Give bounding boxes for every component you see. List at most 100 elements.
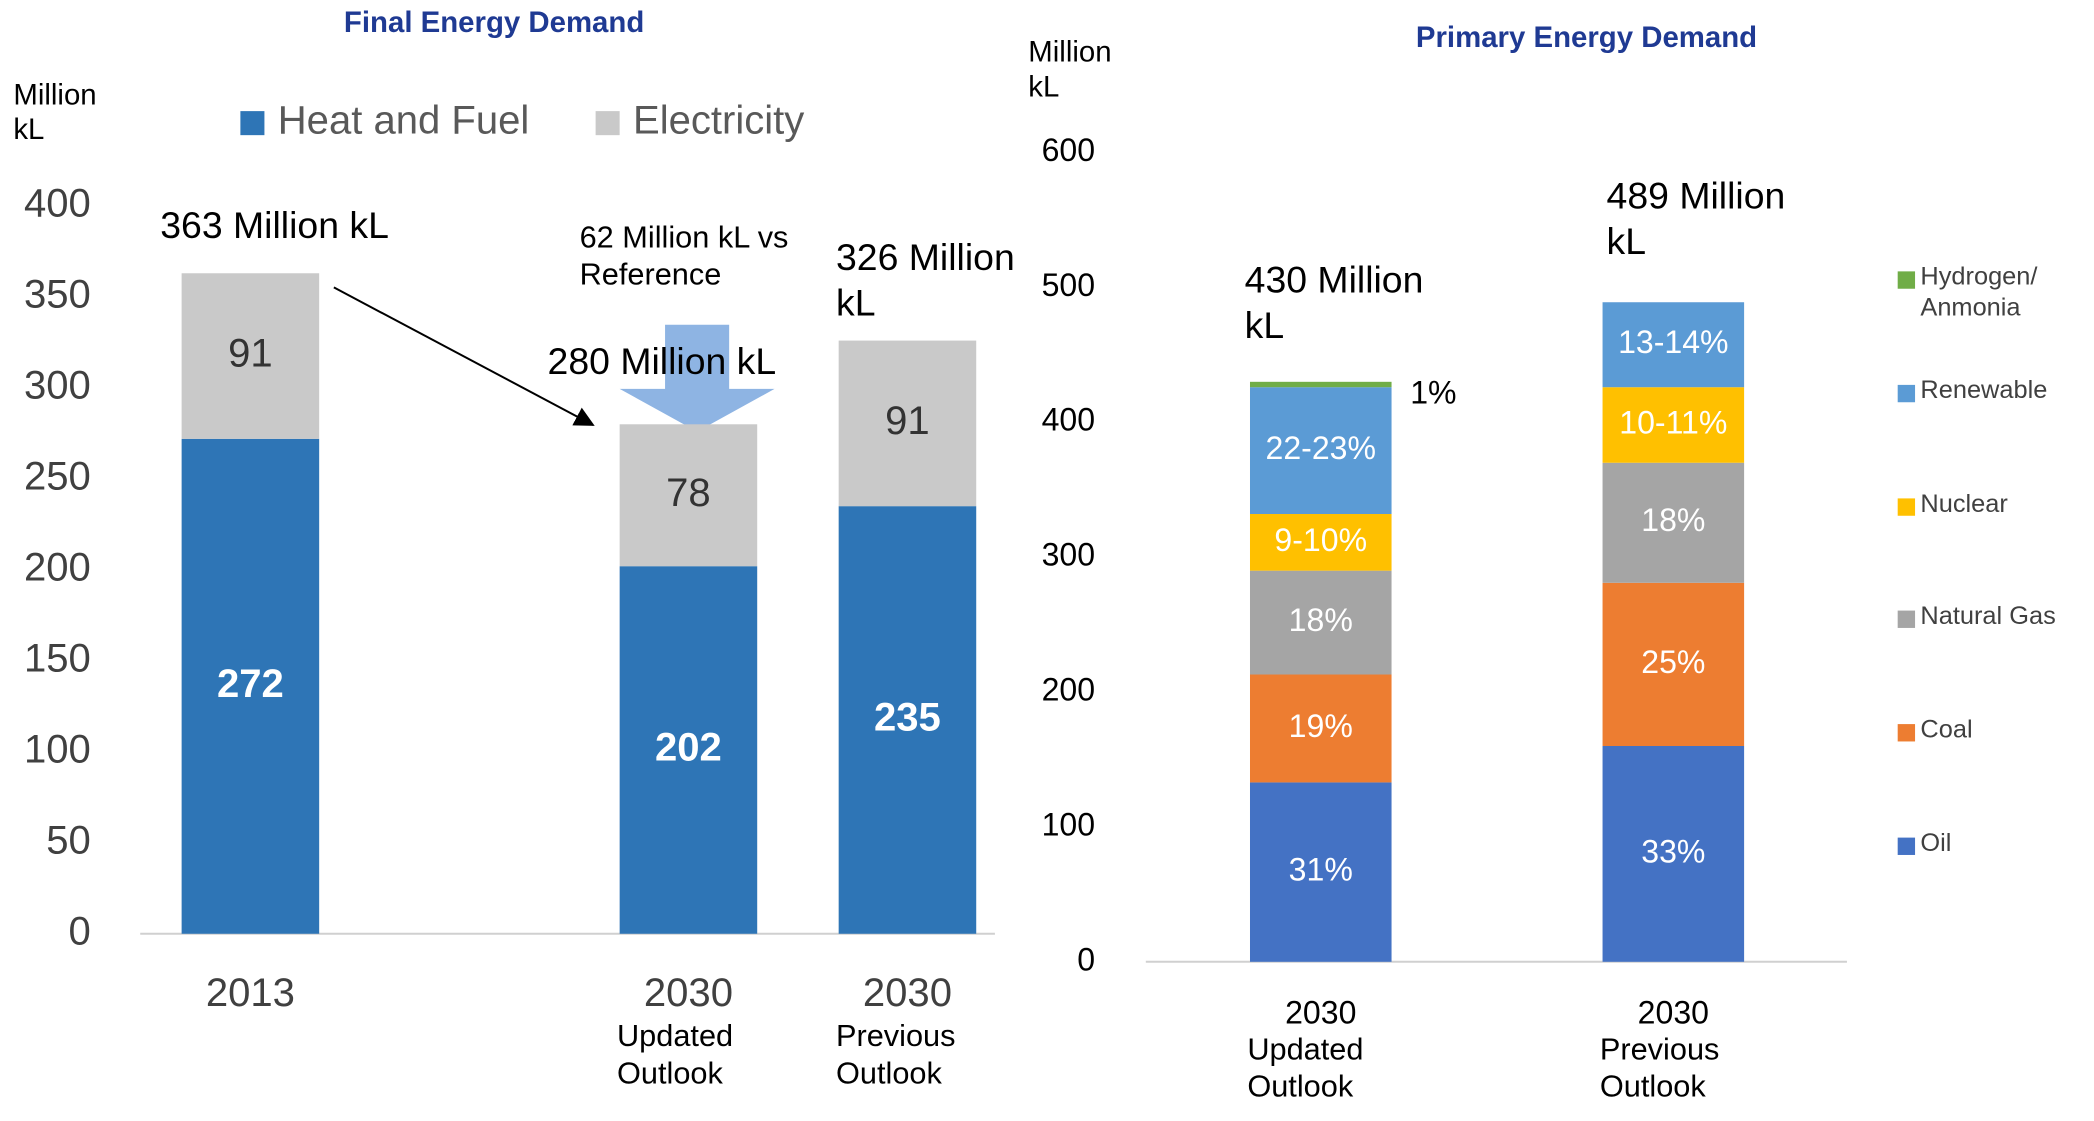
y-tick-label: 200 [24,545,91,589]
y-tick-label: 400 [1042,402,1095,438]
y-tick-label: 400 [24,182,91,226]
y-tick-label: 250 [24,454,91,498]
segment-label: 13-14% [1618,324,1728,360]
total-label-box: 326 Million kL [835,236,1015,323]
category-note: Previous Outlook [835,1017,956,1090]
legend-label: Renewable [1920,376,2048,405]
y-axis-label: Million kL [1028,34,1112,104]
segment-label: 25% [1641,644,1705,680]
x-tick-label: 2030 [863,971,952,1015]
y-tick-label: 100 [1042,806,1095,842]
bar-segment [181,438,320,934]
category-note: Updated Outlook [1247,1031,1364,1103]
legend-label-box: Hydrogen/ Anmonia [1920,263,2038,322]
legend-swatch [1897,610,1916,628]
y-axis-label-box: Million kL [13,77,97,147]
data-label: 235 [874,696,941,740]
segment-label: 18% [1641,502,1705,538]
legend-swatch [1897,271,1916,289]
legend-label-box: Coal [1920,716,1973,745]
legend-label-box: Renewable [1920,376,2048,405]
x-tick-label: 2013 [206,971,295,1015]
x-tick-label: 2030 [644,971,733,1015]
bar-segment [1602,387,1745,463]
legend-label: Natural Gas [1920,602,2056,631]
y-axis-label-box: Million kL [1028,34,1112,104]
total-label: 489 Million kL [1606,175,1786,262]
category-note-box: Updated Outlook [616,1017,734,1090]
bar-segment [619,566,758,934]
legend-swatch [1897,837,1916,855]
category-note-box: Updated Outlook [1247,1031,1364,1103]
x-tick-label: 2030 [1638,995,1709,1031]
legend-swatch [1897,724,1916,742]
total-label-box: 363 Million kL [160,204,389,246]
bar-segment [619,424,758,567]
bar-segment [181,273,320,439]
bar-segment [1249,387,1392,514]
segment-label: 33% [1641,833,1705,869]
legend-label: Heat and Fuel [278,99,530,143]
bar-segment [1249,782,1392,962]
data-label: 202 [655,726,722,770]
segment-label: 1% [1410,375,1456,411]
y-tick-label: 300 [1042,537,1095,573]
legend-label: Oil [1920,829,1952,858]
data-label: 91 [228,332,273,376]
chart-title: Final Energy Demand [344,6,644,39]
y-tick-label: 300 [24,363,91,407]
category-note-box: Previous Outlook [835,1017,956,1090]
total-label: 430 Million kL [1244,259,1424,346]
y-tick-label: 500 [1042,267,1095,303]
legend-label-box: Oil [1920,829,1952,858]
y-tick-label: 0 [69,909,91,953]
legend-label: Coal [1920,716,1973,745]
total-label: 280 Million kL [547,340,777,383]
total-label-box: 430 Million kL [1244,259,1424,346]
bar-segment [1602,582,1745,746]
y-tick-label: 600 [1042,132,1095,168]
annotation-box: 62 Million kL vs Reference [579,219,789,291]
data-label: 272 [217,662,284,706]
y-tick-label: 50 [46,818,91,862]
y-axis-label: Million kL [13,77,97,147]
segment-label: 9-10% [1274,522,1367,558]
arrow [333,286,595,426]
data-label: 78 [666,471,711,515]
legend-label: Hydrogen/ Anmonia [1920,263,2038,322]
legend-label-box: Natural Gas [1920,602,2056,631]
bar-segment [1249,381,1392,388]
bar-segment [1602,462,1745,583]
legend-label: Nuclear [1920,490,2008,519]
total-label-box: 489 Million kL [1606,175,1786,262]
category-note: Previous Outlook [1599,1031,1720,1103]
annotation: 62 Million kL vs Reference [579,219,789,291]
total-label-box: 280 Million kL [547,340,777,383]
category-note: Updated Outlook [616,1017,734,1090]
x-tick-label: 2030 [1285,995,1356,1031]
total-label: 326 Million kL [835,236,1015,323]
y-tick-label: 350 [24,272,91,316]
total-label: 363 Million kL [160,204,389,246]
segment-label: 31% [1289,852,1353,888]
legend-swatch [1897,498,1916,516]
y-tick-label: 150 [24,636,91,680]
bar-segment [1249,570,1392,675]
bar-segment [1249,513,1392,571]
segment-label: 10-11% [1619,404,1727,440]
bar-segment [1249,674,1392,783]
bar-segment [1602,745,1745,962]
y-tick-label: 100 [24,727,91,771]
data-label: 91 [885,399,930,443]
legend-swatch [240,111,265,136]
y-tick-label: 200 [1042,672,1095,708]
chart-title: Primary Energy Demand [1416,21,1757,54]
segment-label: 22-23% [1266,430,1376,466]
bar-segment [838,506,977,934]
category-note-box: Previous Outlook [1599,1031,1720,1103]
legend-swatch [1897,384,1916,403]
segment-label: 19% [1289,708,1353,744]
legend-label: Electricity [633,99,804,143]
